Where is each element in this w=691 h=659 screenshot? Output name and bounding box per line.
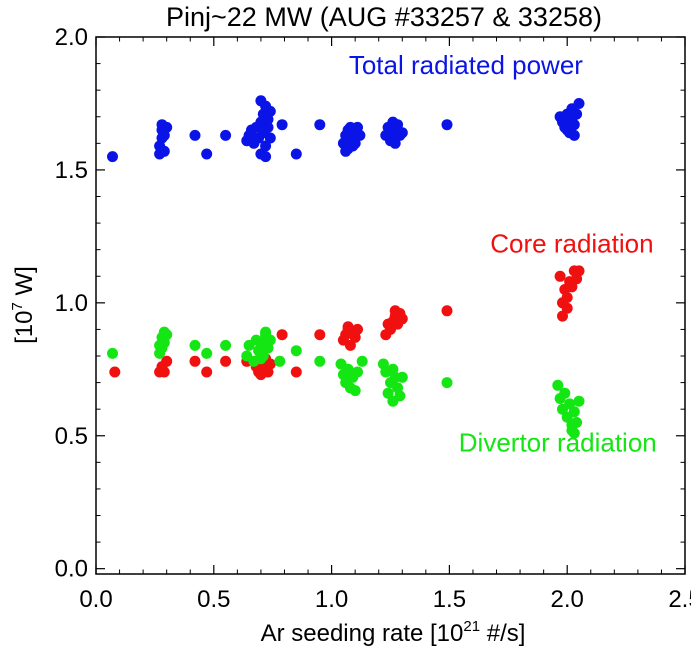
data-point [342,363,354,375]
data-point [264,132,276,144]
data-point [276,329,288,341]
data-point [189,129,201,141]
data-point [557,310,568,322]
data-point [156,363,168,375]
data-point [392,119,404,131]
data-point [189,339,201,351]
data-point [314,355,326,367]
data-point [262,121,274,133]
data-points [107,95,585,439]
data-point [161,355,173,367]
data-point [552,379,564,391]
data-point [255,353,267,365]
data-point [573,265,585,277]
series-label: Divertor radiation [459,428,657,458]
chart-title: Pinj~22 MW (AUG #33257 & 33258) [166,2,602,32]
data-point [396,127,408,139]
y-tick-label: 1.0 [55,290,88,317]
data-point [260,140,272,152]
data-point [349,385,361,397]
data-point [220,129,232,141]
data-point [568,406,580,418]
data-point [342,321,354,333]
x-tick-label: 2.0 [551,586,584,613]
data-point [571,417,583,428]
data-point [561,302,573,314]
data-point [201,347,213,359]
data-point [189,355,201,367]
data-point [290,366,302,378]
data-point [352,366,363,378]
series-label: Core radiation [490,228,653,258]
data-point [314,119,326,131]
series-annotations: Total radiated power Core radiation Divert… [349,50,657,457]
data-point [568,427,580,439]
data-point [564,398,576,410]
data-point [568,129,580,141]
data-point [158,145,170,157]
data-point [352,323,363,335]
data-point [264,334,276,346]
series-1 [109,265,585,381]
x-tick-label: 0.5 [197,586,230,613]
plot-frame [95,36,686,575]
data-point [354,129,366,141]
y-tick-label: 1.5 [55,157,88,184]
data-point [389,137,401,149]
axis-ticks: 0.0 0.5 1.0 1.5 2.0 2.5 0.0 0.5 1.0 1.5 2.0 [55,24,691,613]
data-point [340,145,352,157]
data-point [161,329,173,341]
data-point [356,355,368,367]
data-point [274,355,286,367]
data-point [571,108,583,120]
series-2 [107,326,585,439]
x-tick-label: 1.5 [433,586,466,613]
data-point [107,347,118,359]
data-point [156,119,168,131]
data-point [441,119,453,131]
data-point [255,95,267,107]
data-point [573,395,585,407]
x-tick-label: 0.0 [79,586,112,613]
data-point [394,390,406,402]
data-point [290,148,302,160]
y-tick-label: 2.0 [55,24,88,51]
data-point [220,355,232,367]
data-point [201,148,213,160]
x-axis-label: Ar seeding rate [1021 #/s] [261,618,526,647]
series-0 [107,95,585,163]
data-point [264,105,276,117]
data-point [344,339,356,351]
data-point [389,305,401,317]
data-point [382,387,394,399]
data-point [441,377,453,389]
data-point [554,270,566,282]
y-tick-label: 0.0 [55,556,88,583]
data-point [561,292,573,303]
data-point [220,339,232,351]
data-point [260,326,272,338]
data-point [566,281,578,293]
data-point [573,98,585,109]
data-point [260,151,272,163]
y-tick-label: 0.5 [55,423,88,450]
series-label: Total radiated power [349,50,583,80]
y-axis-label: [107 W] [9,266,38,344]
data-point [276,119,288,131]
data-point [201,366,213,378]
x-tick-label: 2.5 [668,586,691,613]
data-point [260,363,272,375]
data-point [109,366,121,378]
data-point [349,137,361,149]
data-point [396,313,408,325]
data-point [314,329,326,341]
data-point [396,371,408,383]
data-point [441,305,453,317]
data-point [290,345,302,357]
data-point [107,151,118,163]
data-point [559,387,571,399]
x-tick-label: 1.0 [315,586,348,613]
data-point [387,363,399,375]
